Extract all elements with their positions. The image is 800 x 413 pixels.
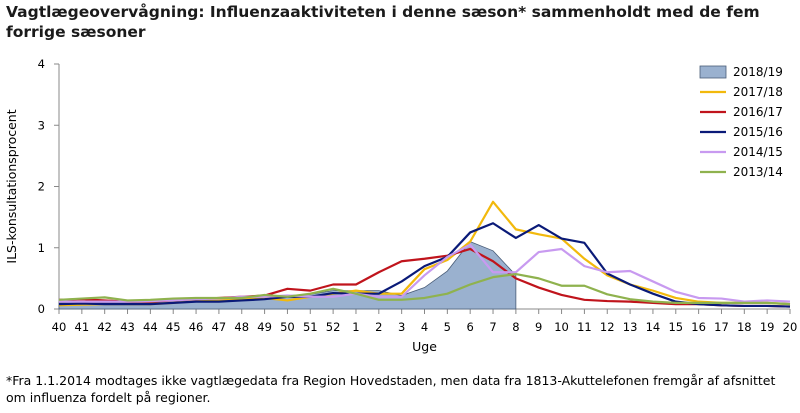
x-tick-label: 13	[623, 320, 638, 334]
y-axis-label: ILS-konsultationsprocent	[4, 109, 19, 263]
x-tick-label: 1	[352, 320, 359, 334]
footnote: *Fra 1.1.2014 modtages ikke vagtlægedata…	[6, 373, 776, 405]
legend-label-2015-16: 2015/16	[733, 125, 783, 139]
x-tick-label: 47	[212, 320, 227, 334]
x-tick-label: 51	[303, 320, 318, 334]
x-tick-label: 11	[577, 320, 592, 334]
x-tick-label: 10	[554, 320, 569, 334]
x-tick-label: 49	[257, 320, 272, 334]
legend-swatch-2018-19	[699, 65, 727, 79]
x-tick-label: 12	[600, 320, 615, 334]
series-line-2013-14	[58, 272, 791, 306]
x-tick-label: 40	[52, 320, 67, 334]
plot-area	[58, 64, 790, 310]
x-tick-label: 45	[166, 320, 181, 334]
x-axis-label: Uge	[412, 339, 437, 354]
y-tick-label: 4	[38, 57, 45, 71]
legend-label-2013-14: 2013/14	[733, 165, 783, 179]
y-tick-label: 3	[38, 118, 45, 132]
legend-label-2018-19: 2018/19	[733, 65, 783, 79]
x-tick-label: 19	[760, 320, 775, 334]
legend-label-2017-18: 2017/18	[733, 85, 783, 99]
x-tick-label: 44	[143, 320, 158, 334]
x-tick-label: 6	[467, 320, 474, 334]
y-tick-label: 0	[38, 302, 45, 316]
x-tick-label: 4	[421, 320, 428, 334]
x-tick-label: 9	[535, 320, 542, 334]
legend-label-2014-15: 2014/15	[733, 145, 783, 159]
x-tick-label: 42	[97, 320, 112, 334]
series-layer	[58, 200, 791, 310]
x-tick-label: 8	[512, 320, 519, 334]
x-tick-label: 14	[646, 320, 661, 334]
x-tick-label: 3	[398, 320, 405, 334]
x-axis: 40 41 42 43 44 45 46 47 48 49 50 51 52 1 2 3 4 5 6 7 8 9 10 11 1…	[52, 309, 798, 334]
x-tick-label: 52	[326, 320, 341, 334]
legend: 2018/19 2017/18 2016/17 2015/16 2014/15 2013/…	[699, 65, 783, 179]
y-tick-label: 1	[38, 241, 45, 255]
series-line-2014-15	[59, 243, 791, 303]
x-tick-label: 48	[234, 320, 249, 334]
x-tick-label: 5	[444, 320, 451, 334]
series-area-2018-19	[58, 241, 517, 310]
x-tick-label: 17	[714, 320, 729, 334]
legend-label-2016-17: 2016/17	[733, 105, 783, 119]
y-axis: 0 1 2 3 4	[38, 57, 59, 316]
x-tick-label: 16	[691, 320, 706, 334]
x-tick-label: 46	[189, 320, 204, 334]
x-tick-label: 18	[737, 320, 752, 334]
x-tick-label: 20	[783, 320, 798, 334]
x-tick-label: 7	[489, 320, 496, 334]
x-tick-label: 43	[120, 320, 135, 334]
x-tick-label: 41	[75, 320, 90, 334]
series-line-2015-16	[58, 222, 791, 308]
x-tick-label: 2	[375, 320, 382, 334]
x-tick-label: 50	[280, 320, 295, 334]
chart-title: Vagtlægeovervågning: Influenzaaktivitete…	[6, 3, 760, 41]
x-tick-label: 15	[668, 320, 683, 334]
y-tick-label: 2	[38, 180, 45, 194]
